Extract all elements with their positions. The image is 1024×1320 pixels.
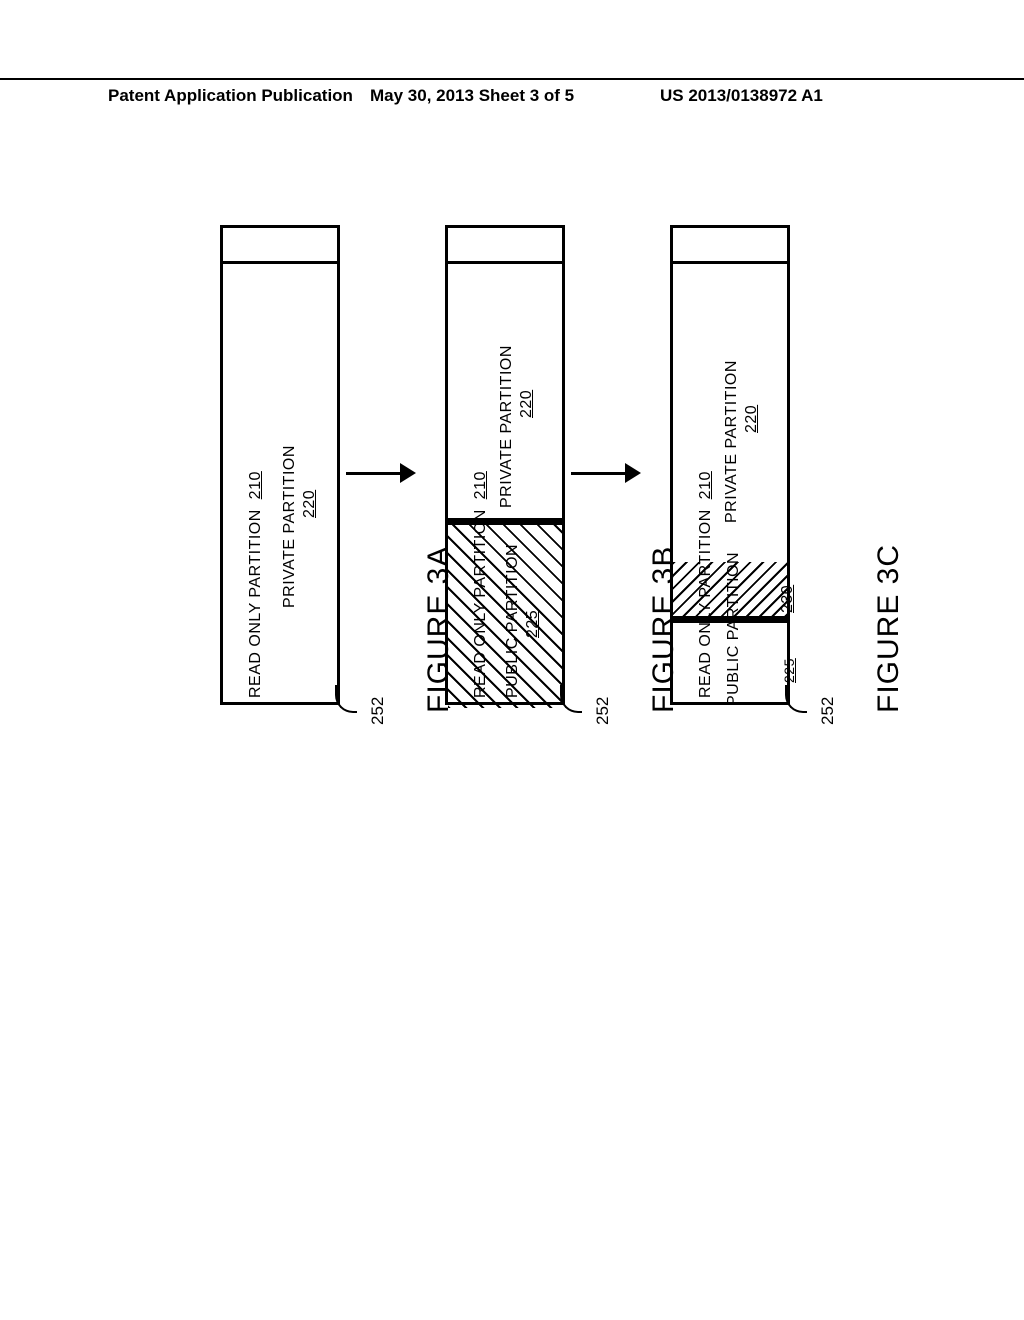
label-230: 230 <box>779 585 797 613</box>
label-public: PUBLIC PARTITION <box>725 552 743 706</box>
read-only-partition <box>448 228 562 264</box>
ref-252: 252 <box>368 697 388 725</box>
label-public: PUBLIC PARTITION <box>504 544 522 698</box>
figure-3a: READ ONLY PARTITION 210 PRIVATE PARTITIO… <box>190 225 370 705</box>
leader-curve-icon <box>335 685 357 713</box>
arrow-head-icon <box>400 463 416 483</box>
figure-3b: READ ONLY PARTITION 210 PRIVATE PARTITIO… <box>415 225 595 705</box>
diagram-3a: READ ONLY PARTITION 210 PRIVATE PARTITIO… <box>220 225 340 705</box>
label-private: PRIVATE PARTITION <box>498 345 516 508</box>
label-public-num: 225 <box>781 658 797 683</box>
arrow-shaft-icon <box>346 472 402 475</box>
label-read-only: READ ONLY PARTITION 210 <box>697 471 715 698</box>
leader-curve-icon <box>785 685 807 713</box>
header-right: US 2013/0138972 A1 <box>660 86 823 106</box>
arrow-shaft-icon <box>571 472 627 475</box>
leader-curve-icon <box>560 685 582 713</box>
diagram-3c: READ ONLY PARTITION 210 PRIVATE PARTITIO… <box>670 225 790 705</box>
label-public-num: 225 <box>524 610 542 638</box>
label-private: PRIVATE PARTITION <box>723 360 741 523</box>
page-header: Patent Application Publication May 30, 2… <box>0 78 1024 86</box>
partition-divider <box>448 518 562 525</box>
label-private: PRIVATE PARTITION <box>281 445 299 608</box>
header-left: Patent Application Publication <box>108 86 353 106</box>
figure-3c: READ ONLY PARTITION 210 PRIVATE PARTITIO… <box>640 225 820 705</box>
diagram-3b: READ ONLY PARTITION 210 PRIVATE PARTITIO… <box>445 225 565 705</box>
label-private-num: 220 <box>743 405 761 433</box>
label-private-num: 220 <box>301 490 319 518</box>
label-read-only: READ ONLY PARTITION 210 <box>472 471 490 698</box>
arrow-head-icon <box>625 463 641 483</box>
figure-area: READ ONLY PARTITION 210 PRIVATE PARTITIO… <box>190 225 830 985</box>
header-center: May 30, 2013 Sheet 3 of 5 <box>370 86 574 106</box>
read-only-partition <box>673 228 787 264</box>
ref-252: 252 <box>818 697 838 725</box>
ref-252: 252 <box>593 697 613 725</box>
label-read-only: READ ONLY PARTITION 210 <box>247 471 265 698</box>
caption-3c: FIGURE 3C <box>872 544 906 713</box>
read-only-partition <box>223 228 337 264</box>
label-private-num: 220 <box>518 390 536 418</box>
